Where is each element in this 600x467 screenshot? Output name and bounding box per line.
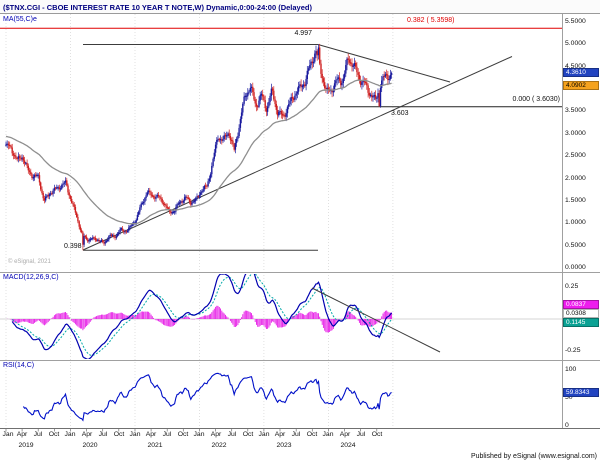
price-axis-tick: 1.5000: [565, 197, 586, 204]
x-axis-quarter-label: Apr: [16, 431, 28, 438]
x-axis-quarter-label: Oct: [306, 431, 318, 438]
fib-0382-label: 0.382 ( 5.3598): [407, 17, 455, 24]
x-axis-quarter-label: Apr: [145, 431, 157, 438]
price-axis-tick: 2.0000: [565, 175, 586, 182]
x-axis-quarter-label: Jan: [2, 431, 14, 438]
macd-line: [11, 274, 393, 359]
low-price-annotation: 0.398: [64, 243, 82, 250]
price-axis-tick: 3.0000: [565, 130, 586, 137]
macd-axis-tick: 0.25: [565, 283, 579, 290]
price-axis-tick: 1.0000: [565, 219, 586, 226]
x-axis-quarter-label: Oct: [48, 431, 60, 438]
ma-value-badge: 4.0902: [563, 81, 599, 90]
x-axis-quarter-label: Jul: [98, 431, 108, 438]
footer-credit: Published by eSignal (www.esignal.com): [470, 453, 597, 460]
year-gridlines: [5, 14, 394, 428]
x-axis-quarter-label: Jan: [129, 431, 141, 438]
esignal-watermark: © eSignal, 2021: [8, 259, 51, 265]
price-axis-tick: 2.5000: [565, 152, 586, 159]
x-axis-year-label: 2019: [18, 442, 34, 449]
price-axis-tick: 0.0000: [565, 264, 586, 271]
macd-line-value-badge: 0.1145: [563, 318, 599, 327]
x-axis-quarter-label: Apr: [210, 431, 222, 438]
rsi-value-badge: 59.8343: [563, 388, 599, 397]
macd-indicator-label: MACD(12,26,9,C): [3, 274, 59, 281]
x-axis-quarter-label: Apr: [274, 431, 286, 438]
rsi-axis-tick: 0: [565, 422, 569, 429]
macd-histogram-badge: 0.0837: [563, 300, 599, 309]
x-axis-year-label: 2024: [340, 442, 356, 449]
x-axis-quarter-label: Jul: [33, 431, 43, 438]
price-panel-layer: [0, 27, 562, 251]
x-axis-quarter-label: Oct: [242, 431, 254, 438]
x-axis-quarter-label: Jul: [227, 431, 237, 438]
macd-trendline: [311, 287, 441, 353]
x-axis-year-label: 2022: [211, 442, 227, 449]
ascending-trendline: [82, 56, 513, 251]
candlesticks-layer: [5, 43, 393, 251]
title-bar: ($TNX.CGI - CBOE INTEREST RATE 10 YEAR T…: [0, 0, 600, 14]
chart-title: ($TNX.CGI - CBOE INTEREST RATE 10 YEAR T…: [3, 3, 312, 12]
level-3603-annotation: 3.603: [391, 110, 409, 117]
price-axis-tick: 3.5000: [565, 107, 586, 114]
ma55-line: [5, 79, 392, 225]
macd-signal-value-badge: 0.0308: [563, 309, 599, 318]
fib-0000-label: 0.000 ( 3.6030): [512, 96, 560, 103]
x-axis-quarter-label: Apr: [339, 431, 351, 438]
x-axis-year-label: 2020: [82, 442, 98, 449]
rsi-axis-tick: 100: [565, 366, 577, 373]
x-axis-quarter-label: Jul: [162, 431, 172, 438]
price-axis-tick: 4.5000: [565, 63, 586, 70]
rsi-axis-tick: 50: [565, 394, 573, 401]
price-axis-tick: 5.0000: [565, 40, 586, 47]
x-axis-quarter-label: Jul: [356, 431, 366, 438]
x-axis-year-label: 2023: [276, 442, 292, 449]
price-axis-tick: 5.5000: [565, 18, 586, 25]
rsi-indicator-label: RSI(14,C): [3, 362, 35, 369]
x-axis-quarter-label: Jan: [193, 431, 205, 438]
x-axis-quarter-label: Jul: [291, 431, 301, 438]
panel-borders: [0, 14, 600, 432]
macd-histogram: [6, 305, 393, 333]
x-axis-quarter-label: Apr: [81, 431, 93, 438]
x-axis-quarter-label: Oct: [371, 431, 383, 438]
x-axis-year-label: 2021: [147, 442, 163, 449]
x-axis-quarter-label: Oct: [113, 431, 125, 438]
macd-signal-line: [11, 274, 392, 356]
last-price-badge: 4.3610: [563, 68, 599, 77]
x-axis-quarter-label: Jan: [64, 431, 76, 438]
rsi-line: [22, 372, 392, 422]
descending-trendline: [317, 44, 451, 83]
peak-price-annotation: 4.997: [294, 30, 312, 37]
macd-axis-tick: -0.25: [565, 347, 581, 354]
x-axis-quarter-label: Jan: [258, 431, 270, 438]
ma-indicator-label: MA(55,C)e: [3, 16, 37, 23]
macd-panel-layer: [0, 274, 562, 359]
x-axis-quarter-label: Oct: [177, 431, 189, 438]
rsi-panel-layer: [22, 372, 392, 422]
x-axis-quarter-label: Jan: [322, 431, 334, 438]
price-axis-tick: 0.5000: [565, 242, 586, 249]
